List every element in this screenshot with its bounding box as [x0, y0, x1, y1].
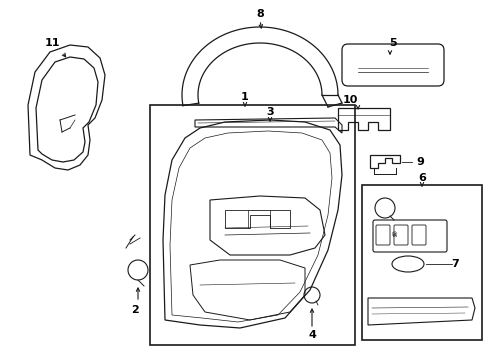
- Text: 11: 11: [44, 38, 60, 48]
- Text: 7: 7: [450, 259, 458, 269]
- Bar: [150, 105, 354, 345]
- Bar: [361, 185, 481, 340]
- Text: 4: 4: [307, 330, 315, 340]
- Text: 3: 3: [265, 107, 273, 117]
- Text: 1: 1: [241, 92, 248, 102]
- Text: 10: 10: [342, 95, 357, 105]
- Text: 6: 6: [417, 173, 425, 183]
- Text: 8: 8: [256, 9, 264, 19]
- Text: 9: 9: [415, 157, 423, 167]
- Text: 5: 5: [388, 38, 396, 48]
- Text: 2: 2: [131, 305, 139, 315]
- Text: A: A: [392, 233, 396, 238]
- Text: ®: ®: [390, 232, 398, 238]
